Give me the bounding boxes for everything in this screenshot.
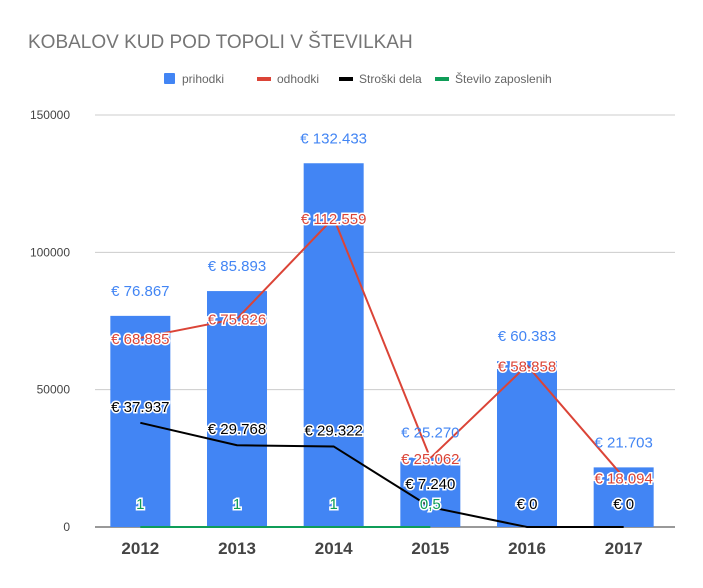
legend-swatch bbox=[435, 77, 449, 81]
legend-swatch bbox=[164, 73, 175, 84]
line-label: € 7.240 bbox=[405, 476, 455, 493]
x-tick-label: 2015 bbox=[411, 539, 449, 558]
x-tick-label: 2016 bbox=[508, 539, 546, 558]
bar bbox=[400, 457, 461, 527]
y-tick-label: 150000 bbox=[30, 108, 70, 122]
bar-label: € 60.383 bbox=[498, 328, 556, 345]
bar bbox=[593, 467, 654, 527]
line-label: € 58.858 bbox=[498, 358, 556, 375]
legend-label: Stroški dela bbox=[359, 72, 422, 86]
chart-title: KOBALOV KUD POD TOPOLI V ŠTEVILKAH bbox=[28, 31, 413, 53]
legend-label: Število zaposlenih bbox=[455, 71, 552, 86]
y-tick-label: 0 bbox=[63, 520, 70, 534]
line-label: 1 bbox=[329, 496, 337, 513]
bar bbox=[207, 291, 267, 527]
line-label: € 25.062 bbox=[401, 451, 459, 468]
line-label: € 29.768 bbox=[208, 421, 266, 438]
bar bbox=[110, 315, 171, 527]
lines bbox=[140, 216, 625, 528]
bar-label: € 25.270 bbox=[401, 425, 459, 442]
line-label: € 37.937 bbox=[111, 399, 169, 416]
series-line bbox=[140, 421, 624, 528]
line-label: 1 bbox=[136, 496, 144, 513]
line-label: € 29.322 bbox=[304, 422, 362, 439]
y-tick-label: 50000 bbox=[37, 383, 71, 397]
legend-label: odhodki bbox=[277, 72, 319, 86]
line-label: € 0 bbox=[517, 496, 538, 513]
x-tick-label: 2013 bbox=[218, 539, 256, 558]
x-axis: 2012 2013 2014 2015 2016 2017 bbox=[121, 539, 642, 558]
line-label: € 68.885 bbox=[111, 331, 169, 348]
legend-swatch bbox=[257, 77, 271, 81]
bar-label: € 21.703 bbox=[594, 434, 652, 451]
series-line bbox=[140, 216, 625, 478]
bar-label: € 132.433 bbox=[300, 130, 367, 147]
bars bbox=[110, 163, 654, 528]
x-tick-label: 2012 bbox=[121, 539, 159, 558]
line-label: 1 bbox=[233, 496, 241, 513]
bar-label: € 85.893 bbox=[208, 258, 266, 275]
line-label: € 75.826 bbox=[208, 312, 266, 329]
y-tick-label: 100000 bbox=[30, 245, 70, 259]
bar-label: € 76.867 bbox=[111, 283, 169, 300]
bar bbox=[303, 163, 364, 528]
line-label: 0,5 bbox=[420, 496, 441, 513]
data-labels: € 76.867 € 85.893 € 132.433 € 25.270 € 60.38… bbox=[110, 130, 655, 514]
legend-swatch bbox=[339, 77, 353, 81]
line-label: € 112.559 bbox=[301, 211, 367, 228]
legend: prihodki odhodki Stroški dela Število zapos… bbox=[164, 71, 552, 86]
legend-label: prihodki bbox=[182, 72, 224, 86]
line-label: € 18.094 bbox=[594, 470, 652, 487]
x-tick-label: 2014 bbox=[315, 539, 353, 558]
line-label: € 0 bbox=[613, 496, 634, 513]
x-tick-label: 2017 bbox=[605, 539, 643, 558]
